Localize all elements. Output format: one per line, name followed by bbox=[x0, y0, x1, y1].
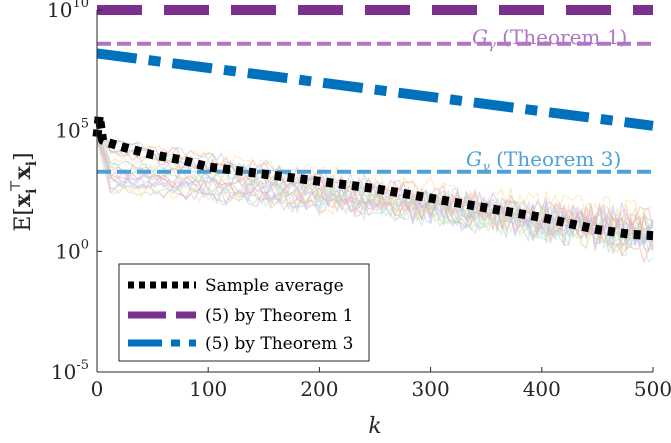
y-tick-label: 105 bbox=[55, 117, 89, 143]
gamma-label-theorem-3: Gγ (Theorem 3) bbox=[466, 147, 621, 175]
trajectory-line bbox=[96, 134, 654, 253]
series-layer bbox=[92, 5, 654, 241]
x-tick-label: 500 bbox=[634, 377, 671, 401]
trajectory-line bbox=[96, 131, 654, 250]
legend-label-sample-average: Sample average bbox=[205, 276, 344, 296]
x-tick-label: 300 bbox=[412, 377, 450, 401]
x-tick-label: 200 bbox=[300, 377, 338, 401]
ticks: 0 100 200 300 400 500 10-5 100 105 1010 bbox=[47, 0, 671, 401]
x-tick-label: 400 bbox=[523, 377, 561, 401]
reference-lines bbox=[97, 41, 653, 174]
legend: Sample average (5) by Theorem 1 (5) by T… bbox=[118, 263, 370, 362]
y-axis-title: E[xi⊤xi] bbox=[8, 152, 40, 231]
trajectory-line bbox=[96, 125, 654, 252]
legend-label-theorem-1: (5) by Theorem 1 bbox=[205, 306, 353, 326]
series-line-sample-average bbox=[92, 111, 654, 241]
y-tick-label: 10-5 bbox=[51, 358, 89, 384]
legend-label-theorem-3: (5) by Theorem 3 bbox=[205, 334, 353, 354]
series-line-theorem-3 bbox=[96, 48, 654, 131]
x-tick-label: 100 bbox=[189, 377, 227, 401]
y-tick-label: 100 bbox=[55, 237, 89, 263]
x-tick-label: 0 bbox=[91, 377, 104, 401]
gamma-label-theorem-1: Gγ (Theorem 1) bbox=[472, 25, 627, 53]
x-axis-title: k bbox=[368, 414, 381, 439]
y-tick-label: 1010 bbox=[47, 0, 89, 22]
